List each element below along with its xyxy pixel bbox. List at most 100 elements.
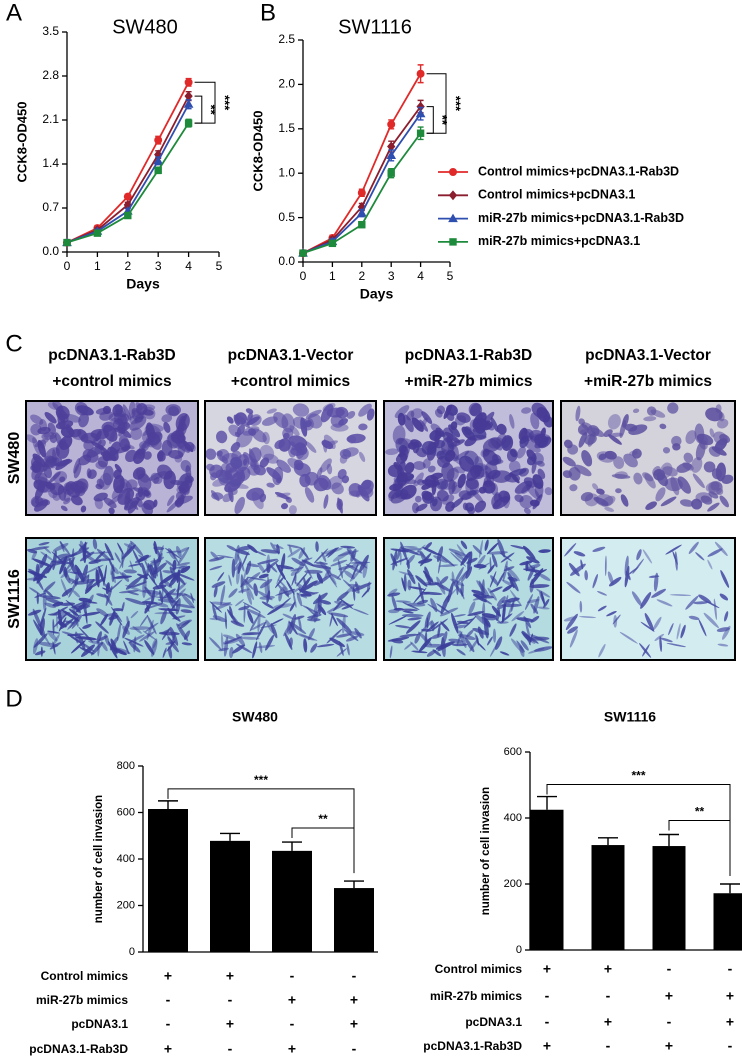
cell [88, 559, 102, 564]
cell [662, 447, 671, 454]
cell [28, 568, 43, 579]
cell [174, 495, 193, 505]
cell [346, 433, 366, 444]
cell [562, 470, 573, 479]
micrograph-border [383, 537, 554, 661]
cell [43, 546, 52, 554]
cell [389, 483, 403, 491]
cell [631, 591, 643, 607]
x-tick-label: 0 [64, 259, 71, 273]
cell [94, 550, 106, 562]
cell [143, 406, 156, 420]
cell [167, 592, 188, 596]
cell [402, 602, 420, 610]
cell [665, 544, 682, 555]
cell [508, 576, 515, 589]
cell [519, 645, 525, 657]
cell [235, 633, 246, 647]
cell [344, 629, 359, 642]
cell [656, 472, 669, 487]
cell [611, 474, 631, 479]
cell [321, 551, 327, 563]
cell [530, 412, 540, 430]
cell [592, 546, 606, 552]
cell [640, 592, 652, 609]
cell [642, 472, 654, 482]
cell [713, 598, 717, 620]
cell [210, 472, 218, 481]
cell [525, 622, 531, 640]
cell [509, 414, 515, 429]
cell [73, 458, 81, 474]
cell [176, 623, 189, 642]
marker [387, 120, 396, 129]
cell [47, 630, 58, 642]
cell [643, 416, 657, 422]
cell [129, 560, 134, 571]
cell [29, 587, 41, 595]
cell [483, 475, 495, 488]
cell [327, 475, 343, 490]
cell [179, 620, 191, 629]
cell [212, 604, 218, 621]
cell [95, 483, 103, 490]
marker [299, 249, 307, 257]
cell [238, 636, 260, 640]
cell [456, 631, 463, 646]
y-tick-label: 200 [504, 878, 522, 890]
cell [272, 466, 284, 486]
bar [272, 850, 312, 952]
cell [258, 573, 269, 579]
cell [169, 574, 179, 587]
cell [577, 424, 589, 436]
column-header: pcDNA3.1-Vector [585, 347, 711, 364]
cell [472, 544, 483, 555]
y-tick-label: 0.5 [278, 210, 295, 224]
cell [96, 608, 108, 617]
cell [694, 423, 705, 444]
cell [246, 412, 253, 424]
cell [319, 561, 332, 575]
cell [250, 428, 267, 443]
cell [460, 540, 468, 550]
cell [530, 634, 550, 644]
cell [426, 649, 437, 657]
x-tick-label: 1 [329, 269, 336, 283]
cell [350, 548, 357, 562]
condition-mark: - [667, 1014, 672, 1030]
cell [171, 565, 188, 570]
cell [51, 560, 72, 565]
cell [85, 578, 95, 592]
cell [652, 616, 662, 631]
cell [240, 577, 249, 588]
cell [158, 545, 164, 560]
cell [95, 569, 101, 584]
cell [341, 614, 346, 634]
cell [595, 494, 614, 507]
cell [178, 415, 186, 430]
cell [103, 564, 107, 586]
cell [181, 642, 193, 646]
cell [177, 562, 191, 566]
cell [107, 641, 118, 659]
marker [183, 99, 194, 108]
cell [229, 482, 249, 489]
cell [424, 542, 433, 550]
cell [82, 624, 92, 629]
micrograph-border [204, 400, 377, 516]
cell [509, 623, 517, 637]
cell [436, 546, 444, 563]
cell [245, 608, 266, 619]
cell [282, 586, 290, 597]
marker [358, 221, 366, 229]
cell [82, 642, 95, 653]
cell [489, 586, 503, 593]
cell [156, 451, 166, 462]
cell [152, 584, 167, 590]
significance-bracket [167, 788, 355, 874]
cell [422, 591, 443, 596]
cell [38, 541, 50, 546]
significance-label: ** [318, 812, 328, 826]
cell [47, 402, 60, 410]
cell [466, 629, 474, 638]
